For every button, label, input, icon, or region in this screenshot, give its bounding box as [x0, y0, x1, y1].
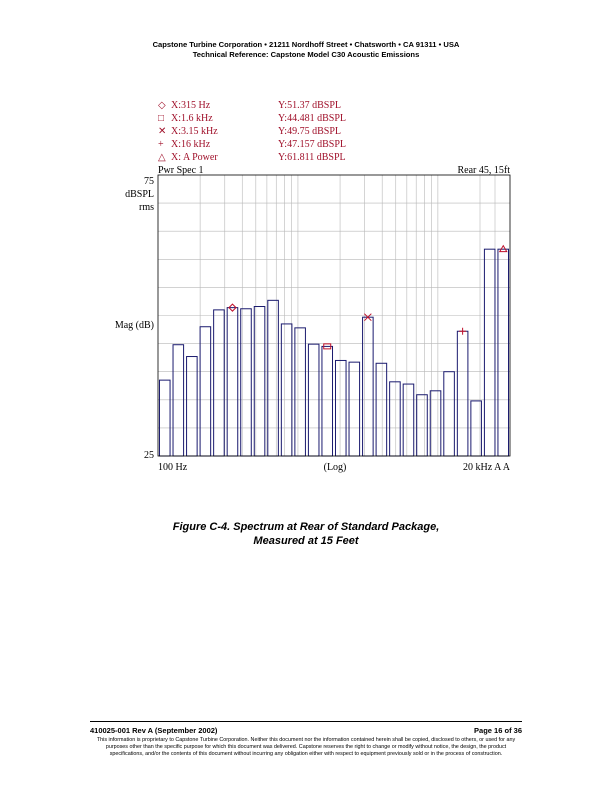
marker-diamond-icon — [228, 303, 237, 312]
bar-a-25 — [497, 248, 510, 457]
x-label-left: 100 Hz — [158, 462, 188, 473]
bar-4-khz-16 — [375, 362, 388, 457]
bar-200-hz-3 — [199, 326, 212, 457]
chart-title-right: Rear 45, 15ft — [458, 165, 511, 176]
bar-125-hz-1 — [172, 344, 185, 457]
chart-title-left: Pwr Spec 1 — [158, 165, 204, 176]
legend-symbol-icon: ✕ — [158, 126, 166, 137]
footer-disclaimer: This information is proprietary to Capst… — [96, 737, 516, 757]
bar-16-khz-22 — [456, 330, 469, 457]
bar-315-hz-5 — [226, 307, 239, 457]
figure-caption-line2: Measured at 15 Feet — [253, 535, 359, 547]
legend-y-value: Y:61.811 dBSPL — [278, 152, 346, 163]
legend-x-label: X:16 kHz — [171, 139, 211, 150]
bar-100-hz-0 — [158, 379, 171, 457]
spectrum-chart: ◇ X:315 Hz Y:51.37 dBSPL □ X:1.6 kHz Y:44.481… — [115, 100, 511, 473]
y-unit-label: dBSPL — [125, 189, 154, 200]
chart-bars — [158, 248, 510, 457]
bar-630-hz-8 — [267, 299, 279, 457]
marker-triangle-icon — [498, 244, 508, 253]
x-label-center: (Log) — [324, 462, 347, 473]
bar-2.5-khz-14 — [348, 361, 361, 457]
bar-2-khz-13 — [334, 359, 347, 457]
legend-x-label: X:315 Hz — [171, 100, 211, 111]
bar-8-khz-19 — [416, 394, 428, 457]
figure-caption-line1: Figure C-4. Spectrum at Rear of Standard… — [172, 521, 440, 533]
y-tick-label-bottom: 25 — [144, 450, 154, 461]
chart-markers — [228, 244, 508, 350]
bar-a-24 — [483, 248, 496, 457]
bar-6.3-khz-18 — [402, 383, 415, 457]
bar-3.15-khz-15 — [362, 316, 374, 457]
legend-symbol-icon: □ — [158, 113, 164, 124]
legend-y-value: Y:49.75 dBSPL — [278, 126, 341, 137]
y-unit-rms-label: rms — [139, 202, 154, 213]
legend-x-label: X:3.15 kHz — [171, 126, 218, 137]
header-company-line: Capstone Turbine Corporation • 21211 Nor… — [152, 40, 460, 49]
bar-5-khz-17 — [389, 381, 401, 457]
legend-y-value: Y:44.481 dBSPL — [278, 113, 346, 124]
plot-frame — [157, 174, 511, 457]
footer-doc-id: 410025-001 Rev A (September 2002) — [90, 726, 218, 735]
bar-1.6-khz-12 — [321, 345, 334, 457]
chart-legend: ◇ X:315 Hz Y:51.37 dBSPL □ X:1.6 kHz Y:44.481… — [158, 100, 346, 163]
marker-x-icon — [363, 313, 372, 322]
marker-plus-icon — [459, 327, 467, 335]
legend-y-value: Y:51.37 dBSPL — [278, 100, 341, 111]
legend-symbol-icon: ◇ — [158, 100, 166, 111]
bar-1-khz-10 — [294, 327, 306, 457]
x-label-right: 20 kHz A A — [463, 462, 511, 473]
bar-250-hz-4 — [213, 309, 225, 457]
y-axis-label: Mag (dB) — [115, 320, 154, 331]
footer-page-number: Page 16 of 36 — [474, 726, 522, 735]
y-tick-label-top: 75 — [144, 176, 154, 187]
legend-y-value: Y:47.157 dBSPL — [278, 139, 346, 150]
legend-symbol-icon: △ — [158, 152, 166, 163]
legend-x-label: X:1.6 kHz — [171, 113, 213, 124]
bar-10-khz-20 — [429, 390, 442, 457]
legend-x-label: X: A Power — [171, 152, 218, 163]
footer-rule — [90, 721, 522, 722]
header-reference-line: Technical Reference: Capstone Model C30 … — [192, 50, 420, 59]
marker-square-icon — [323, 343, 332, 350]
legend-symbol-icon: + — [158, 139, 164, 150]
bar-12.5-khz-21 — [443, 371, 455, 457]
